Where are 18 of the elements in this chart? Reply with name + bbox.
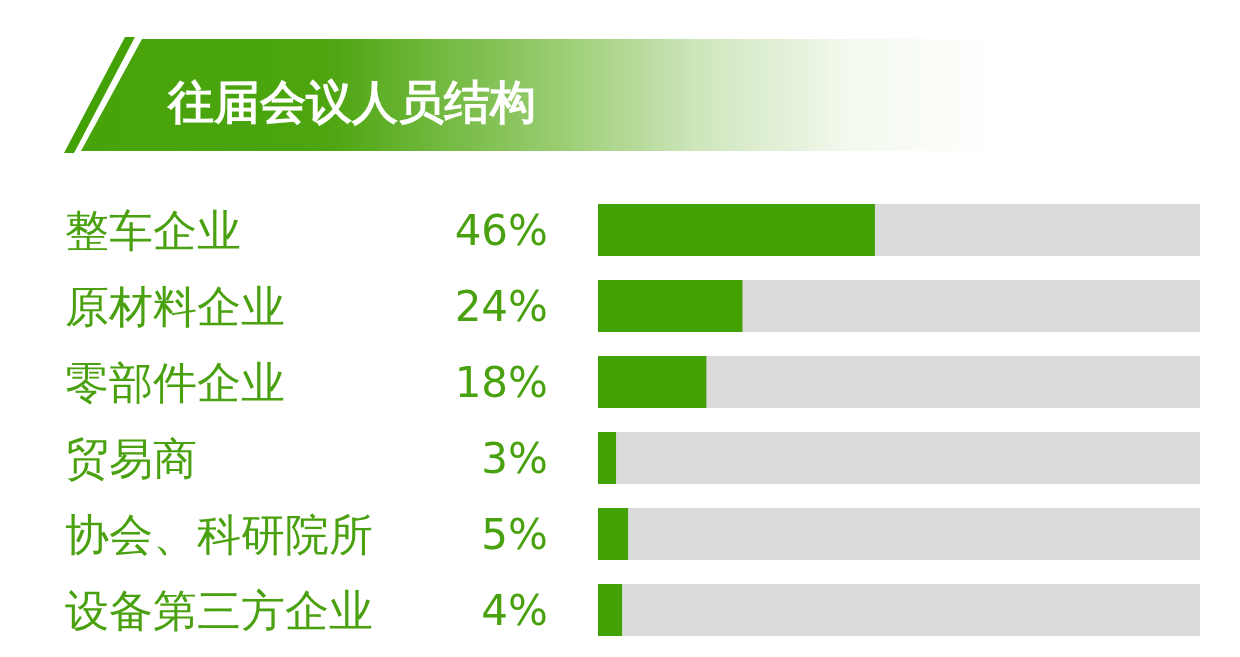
bar: [598, 584, 623, 636]
y-tick-label: 整车企业: [65, 204, 241, 256]
data-label: 18%: [454, 357, 548, 407]
y-tick-label: 原材料企业: [65, 280, 285, 332]
y-tick-label: 零部件企业: [65, 356, 285, 408]
bar: [598, 508, 629, 560]
chart-title: 往届会议人员结构: [166, 75, 536, 129]
data-label: 4%: [481, 585, 548, 635]
bar: [598, 432, 617, 484]
data-label: 24%: [454, 281, 548, 331]
data-label: 5%: [481, 509, 548, 559]
y-tick-label: 贸易商: [65, 432, 197, 484]
bar: [598, 356, 707, 408]
bar: [598, 280, 743, 332]
y-tick-label: 设备第三方企业: [65, 584, 373, 636]
data-label: 46%: [454, 205, 548, 255]
y-tick-label: 协会、科研院所: [65, 508, 373, 560]
data-label: 3%: [481, 433, 548, 483]
